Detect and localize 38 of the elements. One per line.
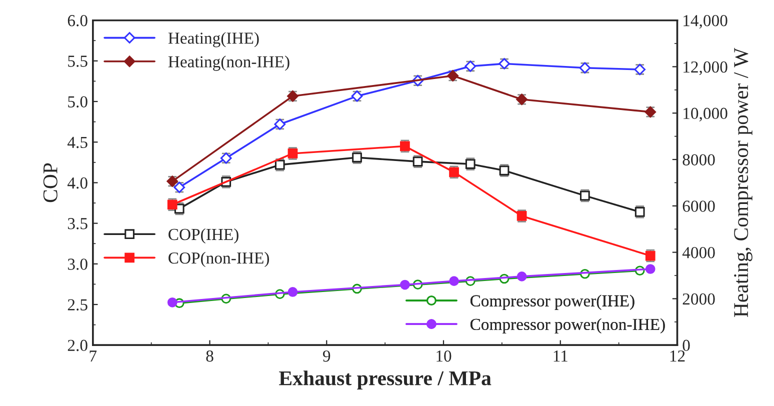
x-axis-title: Exhaust pressure / MPa [279, 370, 492, 390]
y-tick-label: 5.5 [68, 56, 88, 67]
x-tick-label: 11 [554, 350, 568, 362]
legend-label: Compressor power(IHE) [470, 294, 634, 310]
y2-tick-label: 4000 [682, 247, 715, 258]
x-tick-label: 8 [206, 350, 214, 362]
y2-tick-label: 2000 [682, 293, 715, 305]
y-tick-label: 4.0 [68, 177, 88, 189]
point [516, 271, 527, 282]
point [288, 287, 298, 297]
y-tick-label: 5.0 [68, 96, 88, 108]
y-tick-label: 2.5 [68, 299, 88, 311]
y2-tick-label: 12,000 [684, 61, 728, 76]
y-tick-label: 2.0 [68, 340, 88, 352]
y-tick-label: 3.5 [68, 218, 88, 230]
legend-label: Compressor power(non-IHE) [470, 318, 665, 334]
legend-label: Heating(IHE) [168, 32, 259, 48]
y2-tick-label: 0 [682, 340, 690, 352]
y2-axis-title: Heating, Compressor power / W [734, 48, 752, 318]
y2-tick-label: 14,000 [684, 15, 728, 29]
point [400, 280, 410, 290]
point [449, 276, 459, 286]
legend-label: Heating(non-IHE) [168, 56, 290, 71]
legend-label: COP(IHE) [168, 228, 238, 244]
y2-tick-label: 6000 [682, 200, 715, 212]
x-tick-label: 7 [90, 350, 97, 362]
y2-tick-label: 10,000 [684, 108, 728, 122]
x-tick-label: 9 [323, 350, 330, 362]
point [167, 297, 178, 308]
y-tick-label: 4.5 [68, 136, 88, 148]
x-tick-label: 12 [670, 350, 685, 362]
legend-label: COP(non-IHE) [168, 252, 269, 268]
x-tick-label: 10 [436, 350, 452, 362]
y-axis-title: COP [43, 163, 58, 202]
y-tick-label: 6.0 [68, 15, 88, 26]
y-tick-label: 3.0 [68, 258, 88, 270]
y2-tick-label: 8000 [682, 154, 715, 166]
point [645, 264, 656, 274]
